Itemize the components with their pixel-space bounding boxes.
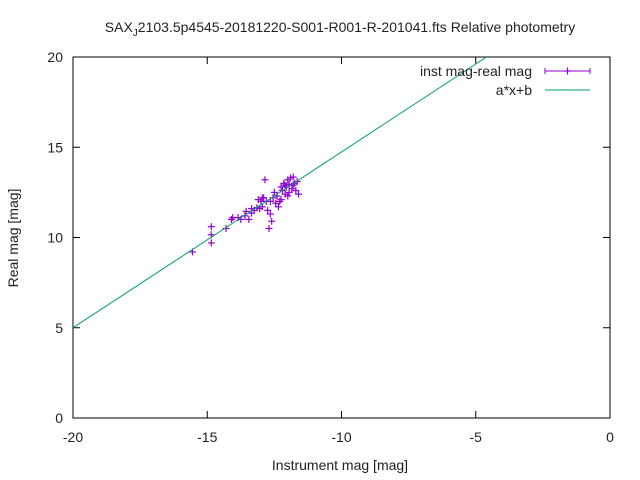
data-point bbox=[207, 223, 215, 231]
x-axis: -20 -15 -10 -5 0 bbox=[63, 57, 614, 445]
y-tick-label: 20 bbox=[47, 49, 63, 65]
data-point bbox=[285, 188, 293, 196]
data-point bbox=[261, 176, 269, 184]
y-tick-label: 0 bbox=[55, 410, 63, 426]
fit-line bbox=[73, 57, 487, 329]
data-point bbox=[274, 203, 282, 211]
y-tick-label: 5 bbox=[55, 320, 63, 336]
data-point bbox=[268, 217, 276, 225]
plot-frame bbox=[72, 56, 611, 419]
data-point bbox=[288, 185, 296, 193]
x-tick-label: -5 bbox=[470, 429, 483, 445]
data-point bbox=[295, 190, 303, 198]
plot-area bbox=[72, 56, 611, 419]
y-axis: 0 5 10 15 20 bbox=[47, 49, 610, 426]
data-point bbox=[272, 199, 280, 207]
data-point bbox=[277, 196, 285, 204]
y-tick-label: 15 bbox=[47, 139, 63, 155]
data-point bbox=[266, 210, 274, 218]
chart-title: SAXJ2103.5p4545-20181220-S001-R001-R-201… bbox=[105, 19, 575, 39]
data-point bbox=[289, 173, 297, 181]
x-axis-label: Instrument mag [mag] bbox=[272, 457, 408, 473]
series-layer bbox=[73, 57, 487, 329]
data-point bbox=[277, 183, 285, 191]
data-point bbox=[207, 239, 215, 247]
legend-label: inst mag-real mag bbox=[420, 63, 532, 79]
data-point bbox=[258, 203, 266, 211]
data-point bbox=[264, 206, 272, 214]
y-tick-label: 10 bbox=[47, 230, 63, 246]
x-tick-label: -15 bbox=[197, 429, 217, 445]
data-point bbox=[293, 178, 301, 186]
data-point bbox=[284, 192, 292, 200]
x-tick-label: 0 bbox=[606, 429, 614, 445]
x-tick-label: -20 bbox=[63, 429, 83, 445]
data-point bbox=[245, 215, 253, 223]
data-point bbox=[270, 188, 278, 196]
data-point bbox=[241, 212, 249, 220]
data-point bbox=[242, 207, 250, 215]
data-point bbox=[254, 196, 262, 204]
data-point bbox=[258, 194, 266, 202]
data-point bbox=[281, 181, 289, 189]
data-point bbox=[292, 187, 300, 195]
x-tick-label: -10 bbox=[331, 429, 351, 445]
data-point bbox=[265, 224, 273, 232]
legend: inst mag-real mag a*x+b bbox=[420, 63, 591, 98]
series-clip-group bbox=[73, 57, 487, 329]
y-axis-label: Real mag [mag] bbox=[5, 189, 21, 288]
legend-label: a*x+b bbox=[496, 82, 532, 98]
